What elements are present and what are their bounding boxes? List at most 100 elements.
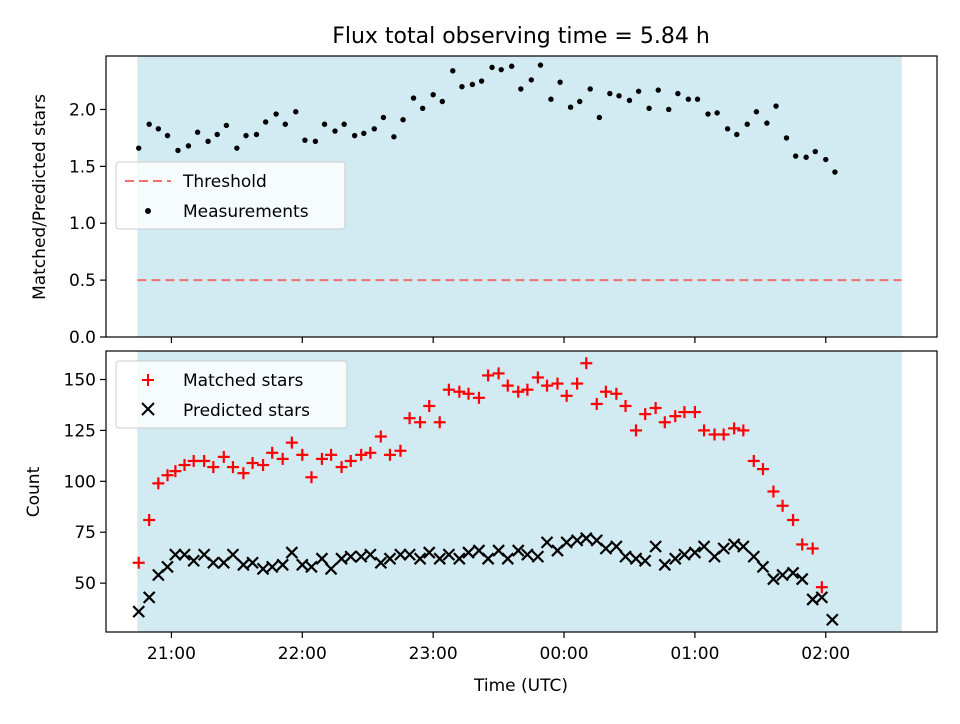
matched-star-point [266,446,279,459]
matched-star-point [433,416,446,429]
bottom-plot-frame [105,350,938,633]
predicted-star-point [658,558,672,572]
predicted-star-point [132,605,145,618]
measurement-point [282,121,288,127]
predicted-star-point [619,550,632,563]
measurement-point [685,96,692,102]
measurement-point [675,90,681,97]
measurement-point [175,147,181,154]
threshold-legend-label: Threshold [182,172,267,192]
predicted-star-point [169,548,182,561]
predicted-star-point [453,552,466,565]
measurement-point [537,62,544,68]
measurement-point [823,156,829,163]
predicted-star-point [335,552,348,565]
bottom-legend: Matched stars Predicted stars [115,360,348,429]
matched-star-point [276,452,289,465]
predicted-star-point [481,552,495,565]
matched-star-point [285,436,298,449]
matched-star-point [610,387,623,400]
predicted-star-point [207,556,220,570]
predicted-star-point [354,550,368,563]
measurement-point [832,169,838,175]
measurement-point [753,109,760,115]
predicted-legend-label: Predicted stars [183,401,310,421]
matched-star-point [639,408,652,421]
matched-star-point [161,469,174,482]
matched-star-point [580,357,593,370]
predicted-star-point [324,562,338,576]
predicted-star-point [668,552,682,565]
x-tick-label: 02:00 [801,644,850,664]
predicted-star-point [178,548,191,561]
predicted-star-point [815,591,829,604]
measurement-point [528,77,535,83]
measurement-point [302,137,308,143]
predicted-star-point [717,542,730,555]
matched-star-point [383,448,396,461]
top-legend-box [115,161,346,230]
matched-star-point [571,377,584,390]
matched-star-point [551,377,564,390]
measurement-point [607,90,613,97]
predicted-star-point [442,548,456,561]
measurement-point [223,122,230,129]
matched-star-point [453,385,466,398]
measurement-point [792,153,799,159]
predicted-star-point [265,560,279,574]
measurement-point [410,95,417,101]
matched-star-point [246,456,259,469]
measurement-point [705,111,711,117]
matched-star-point [512,385,525,398]
top-y-axis-label: Matched/Predicted stars [30,94,50,300]
matched-star-point [815,581,828,594]
top-y-tick-label: 1.0 [69,214,96,234]
matched-star-point [217,450,230,463]
bottom-y-tick-label: 150 [64,371,96,391]
predicted-star-point [767,572,780,586]
top-legend: Threshold Measurements [115,161,346,230]
measurement-point [243,132,249,139]
measurement-point [450,68,456,74]
measurement-point [234,145,240,151]
x-axis-label: Time (UTC) [473,676,568,696]
measurement-point [419,105,426,112]
matched-star-point [737,424,750,437]
predicted-star-point [629,552,643,565]
matched-star-point [143,514,156,527]
predicted-star-point [806,593,819,606]
measurement-point [136,145,142,151]
measurement-point [557,79,563,85]
measurement-point [380,114,387,121]
predicted-star-point [756,560,770,574]
measurement-point [391,134,397,140]
bottom-y-tick-label: 100 [64,472,96,492]
predicted-star-point [795,572,809,586]
matched-star-point [482,369,495,382]
matched-star-point [335,461,348,474]
bottom-legend-box [115,360,348,429]
predicted-star-point [747,550,761,563]
top-plot-frame [105,55,938,338]
predicted-star-point [374,556,388,570]
matched-star-point [207,461,220,474]
top-panel: 0.00.51.01.52.0 Matched/Predicted stars … [30,55,938,348]
predicted-star-point [580,532,593,545]
matched-star-point [619,399,632,412]
measurement-point [351,132,358,139]
x-tick-label: 21:00 [147,644,196,664]
bottom-y-axis: 50 75 100 125 150 [64,371,106,594]
matched-star-point [325,448,338,461]
predicted-star-point [599,542,613,555]
matched-star-point [315,452,328,465]
matched-star-point [492,367,505,380]
matched-star-point [501,379,514,392]
measurement-point [587,86,593,92]
measurement-point [714,110,720,116]
bottom-y-tick-label: 75 [74,523,96,543]
matched-star-point [374,430,387,443]
matched-star-point [414,416,427,429]
top-y-axis: 0.0 0.5 1.0 1.5 2.0 [69,100,106,348]
matched-star-point [178,459,191,472]
